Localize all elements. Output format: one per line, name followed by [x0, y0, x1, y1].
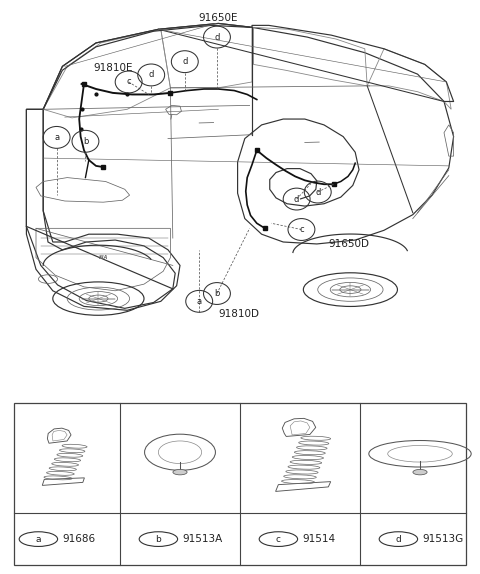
Text: 91810E: 91810E — [94, 63, 133, 73]
Text: b: b — [156, 534, 161, 544]
Text: c: c — [299, 225, 304, 234]
Text: a: a — [36, 534, 41, 544]
Text: a: a — [54, 133, 59, 142]
Text: d: d — [214, 33, 220, 41]
Circle shape — [173, 470, 187, 475]
Text: d: d — [182, 57, 188, 66]
Text: b: b — [83, 137, 88, 146]
Text: c: c — [276, 534, 281, 544]
Text: d: d — [294, 195, 300, 204]
Text: 91810D: 91810D — [218, 309, 259, 319]
Text: a: a — [197, 297, 202, 306]
Text: 91650D: 91650D — [329, 239, 370, 249]
Text: 91513A: 91513A — [182, 534, 223, 544]
Text: KIA: KIA — [98, 255, 108, 260]
Text: c: c — [126, 77, 131, 87]
Text: d: d — [148, 71, 154, 79]
Text: 91650E: 91650E — [199, 13, 238, 22]
Text: d: d — [315, 188, 321, 196]
Text: b: b — [214, 289, 220, 298]
Text: d: d — [396, 534, 401, 544]
Circle shape — [413, 470, 427, 475]
Text: 91513G: 91513G — [422, 534, 464, 544]
Text: 91686: 91686 — [62, 534, 96, 544]
Text: 91514: 91514 — [302, 534, 336, 544]
